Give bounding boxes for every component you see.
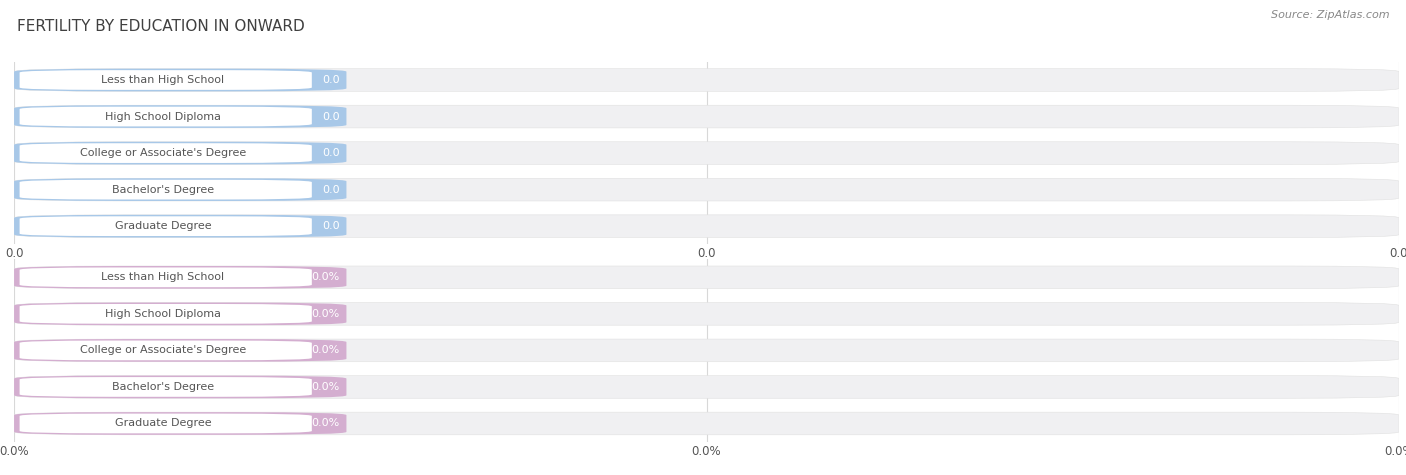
- FancyBboxPatch shape: [14, 303, 346, 325]
- Text: 0.0: 0.0: [322, 75, 339, 85]
- Text: High School Diploma: High School Diploma: [105, 309, 221, 319]
- Text: College or Associate's Degree: College or Associate's Degree: [80, 148, 246, 158]
- FancyBboxPatch shape: [20, 341, 312, 360]
- FancyBboxPatch shape: [14, 142, 346, 164]
- Text: 0.0%: 0.0%: [311, 418, 339, 428]
- Text: Graduate Degree: Graduate Degree: [115, 418, 211, 428]
- FancyBboxPatch shape: [14, 69, 346, 91]
- FancyBboxPatch shape: [20, 180, 312, 200]
- FancyBboxPatch shape: [14, 303, 1399, 325]
- Text: Less than High School: Less than High School: [101, 272, 225, 282]
- FancyBboxPatch shape: [14, 105, 1399, 128]
- FancyBboxPatch shape: [14, 69, 1399, 91]
- FancyBboxPatch shape: [14, 266, 346, 289]
- FancyBboxPatch shape: [20, 216, 312, 236]
- Text: Source: ZipAtlas.com: Source: ZipAtlas.com: [1271, 10, 1389, 19]
- FancyBboxPatch shape: [14, 339, 346, 362]
- FancyBboxPatch shape: [14, 266, 1399, 289]
- FancyBboxPatch shape: [20, 107, 312, 126]
- FancyBboxPatch shape: [14, 376, 346, 398]
- FancyBboxPatch shape: [20, 377, 312, 397]
- Text: 0.0: 0.0: [322, 185, 339, 195]
- FancyBboxPatch shape: [14, 376, 1399, 398]
- FancyBboxPatch shape: [20, 304, 312, 324]
- FancyBboxPatch shape: [20, 143, 312, 163]
- Text: FERTILITY BY EDUCATION IN ONWARD: FERTILITY BY EDUCATION IN ONWARD: [17, 19, 305, 34]
- Text: College or Associate's Degree: College or Associate's Degree: [80, 345, 246, 355]
- Text: 0.0%: 0.0%: [311, 309, 339, 319]
- FancyBboxPatch shape: [14, 142, 1399, 164]
- FancyBboxPatch shape: [20, 70, 312, 90]
- FancyBboxPatch shape: [20, 414, 312, 433]
- Text: 0.0: 0.0: [322, 148, 339, 158]
- FancyBboxPatch shape: [14, 178, 346, 201]
- Text: High School Diploma: High School Diploma: [105, 112, 221, 122]
- Text: 0.0: 0.0: [322, 112, 339, 122]
- FancyBboxPatch shape: [20, 267, 312, 287]
- Text: Bachelor's Degree: Bachelor's Degree: [112, 382, 214, 392]
- FancyBboxPatch shape: [14, 339, 1399, 362]
- Text: 0.0%: 0.0%: [311, 345, 339, 355]
- FancyBboxPatch shape: [14, 105, 346, 128]
- FancyBboxPatch shape: [14, 215, 346, 238]
- Text: 0.0%: 0.0%: [311, 382, 339, 392]
- FancyBboxPatch shape: [14, 178, 1399, 201]
- FancyBboxPatch shape: [14, 412, 1399, 435]
- FancyBboxPatch shape: [14, 215, 1399, 238]
- Text: 0.0%: 0.0%: [311, 272, 339, 282]
- FancyBboxPatch shape: [14, 412, 346, 435]
- Text: Graduate Degree: Graduate Degree: [115, 221, 211, 231]
- Text: Bachelor's Degree: Bachelor's Degree: [112, 185, 214, 195]
- Text: Less than High School: Less than High School: [101, 75, 225, 85]
- Text: 0.0: 0.0: [322, 221, 339, 231]
